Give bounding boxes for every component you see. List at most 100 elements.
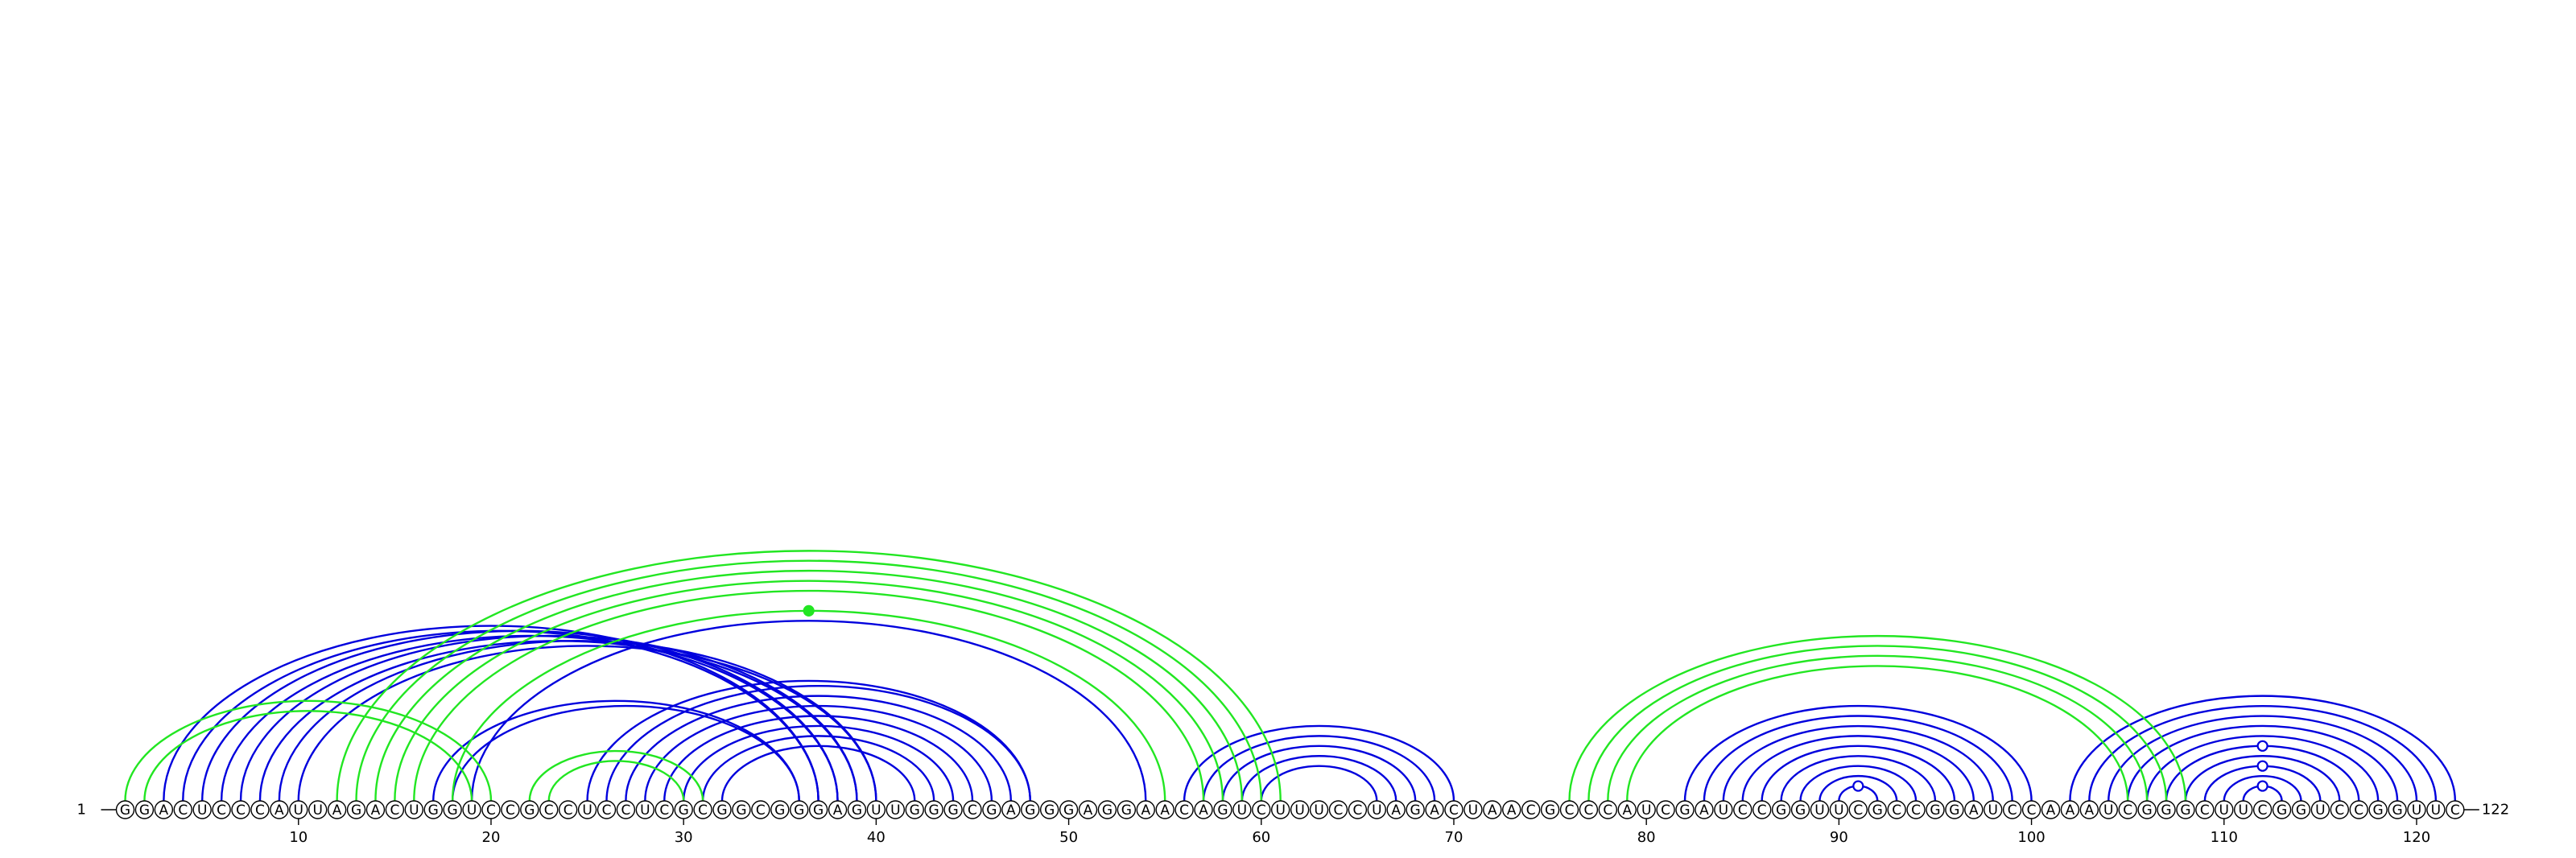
nucleotide-letter: G (794, 802, 804, 819)
nucleotide-circle (1252, 800, 1271, 819)
nucleotide-circle (385, 800, 405, 819)
nucleotide-circle (866, 800, 886, 819)
nucleotide-circle (1309, 800, 1329, 819)
nucleotide-letter: C (621, 802, 630, 819)
end-label: 122 (2482, 802, 2509, 819)
nucleotide-letter: C (1853, 802, 1863, 819)
nucleotide-circle (1617, 800, 1637, 819)
nucleotide-circle (1117, 800, 1137, 819)
nucleotide-circle (1579, 800, 1599, 819)
nucleotide-letter: G (2392, 802, 2402, 819)
nucleotide-circle (2330, 800, 2350, 819)
nucleotide-letter: A (1391, 802, 1401, 819)
nucleotide-circle (2407, 800, 2426, 819)
nucleotide-circle (2079, 800, 2099, 819)
tick-label: 50 (1059, 829, 1078, 846)
nucleotide-letter: U (1314, 802, 1323, 819)
arc-marker (2256, 780, 2268, 792)
nucleotide-letter: G (1795, 802, 1806, 819)
nucleotide-letter: A (159, 802, 169, 819)
nucleotide-letter: C (1257, 802, 1266, 819)
nucleotide-circle (1483, 800, 1502, 819)
blue-base-pair-arc (278, 640, 877, 802)
nucleotide-circle (154, 800, 174, 819)
nucleotide-letter: G (986, 802, 997, 819)
nucleotide-letter: G (774, 802, 785, 819)
tick-label: 10 (289, 829, 308, 846)
nucleotide-letter: G (2142, 802, 2153, 819)
nucleotide-circle (1136, 800, 1155, 819)
nucleotide-letter: G (947, 802, 958, 819)
nucleotide-circle (520, 800, 539, 819)
nucleotide-letter: A (1141, 802, 1150, 819)
nucleotide-circle (270, 800, 289, 819)
nucleotide-circle (577, 800, 597, 819)
tick-label: 110 (2211, 829, 2238, 846)
nucleotide-letter: G (736, 802, 746, 819)
nucleotide-circle (808, 800, 828, 819)
nucleotide-circle (2157, 800, 2176, 819)
nucleotide-circle (712, 800, 732, 819)
nucleotide-circle (308, 800, 328, 819)
nucleotide-letter: C (968, 802, 977, 819)
nucleotide-circle (1926, 800, 1945, 819)
nucleotide-letter: C (255, 802, 265, 819)
nucleotide-letter: G (1102, 802, 1113, 819)
nucleotide-letter: C (1757, 802, 1767, 819)
arcs-layer (124, 550, 2457, 802)
nucleotide-circle (1444, 800, 1463, 819)
blue-base-pair-arc (625, 695, 1013, 802)
nucleotide-letter: G (1776, 802, 1786, 819)
nucleotide-letter: U (871, 802, 881, 819)
nucleotide-letter: U (1468, 802, 1478, 819)
nucleotide-letter: U (582, 802, 592, 819)
nucleotide-letter: U (409, 802, 419, 819)
nucleotide-letter: G (910, 802, 920, 819)
nucleotide-letter: U (1294, 802, 1304, 819)
nucleotide-circle (1425, 800, 1444, 819)
blue-base-pair-arc (1799, 765, 1918, 802)
nucleotide-circle (1848, 800, 1868, 819)
nucleotide-letter: U (1834, 802, 1843, 819)
nucleotide-letter: G (813, 802, 824, 819)
green-base-pair-arc (1626, 665, 2129, 802)
blue-base-pair-arc (220, 634, 839, 802)
nucleotide-circle (1984, 800, 2003, 819)
nucleotide-circle (1290, 800, 1310, 819)
green-base-pair-arc (547, 760, 685, 802)
nucleotide-circle (1733, 800, 1752, 819)
green-base-pair-arc (413, 589, 1205, 802)
nucleotide-circle (654, 800, 674, 819)
nucleotide-circle (674, 800, 693, 819)
nucleotide-circle (2176, 800, 2195, 819)
tick-label: 90 (1830, 829, 1848, 846)
nucleotide-letter: G (139, 802, 150, 819)
tick-label: 70 (1445, 829, 1463, 846)
arc-marker (2256, 760, 2268, 772)
blue-base-pair-arc (1260, 765, 1378, 802)
nucleotide-letter: U (890, 802, 900, 819)
nucleotide-circle (481, 800, 501, 819)
nucleotide-circle (1270, 800, 1290, 819)
nucleotide-letter: G (524, 802, 535, 819)
nucleotide-letter: U (1641, 802, 1651, 819)
blue-base-pair-arc (605, 684, 1031, 802)
blue-base-pair-arc (1221, 745, 1417, 802)
nucleotide-letter: A (2066, 802, 2075, 819)
nucleotide-circle (1752, 800, 1772, 819)
tick-label: 60 (1252, 829, 1270, 846)
nucleotide-circle (365, 800, 386, 819)
nucleotide-circle (1059, 800, 1079, 819)
green-base-pair-arc (355, 559, 1262, 802)
nucleotide-letter: A (833, 802, 843, 819)
nucleotide-letter: C (1334, 802, 1344, 819)
nucleotide-letter: C (2258, 802, 2268, 819)
nucleotide-circle (1964, 800, 1984, 819)
nucleotide-letter: C (2123, 802, 2132, 819)
blue-base-pair-arc (239, 634, 858, 802)
nucleotide-circle (886, 800, 906, 819)
nucleotide-circle (847, 800, 867, 819)
nucleotide-circle (2272, 800, 2292, 819)
tick-label: 120 (2403, 829, 2430, 846)
nucleotide-letter: U (2238, 802, 2248, 819)
